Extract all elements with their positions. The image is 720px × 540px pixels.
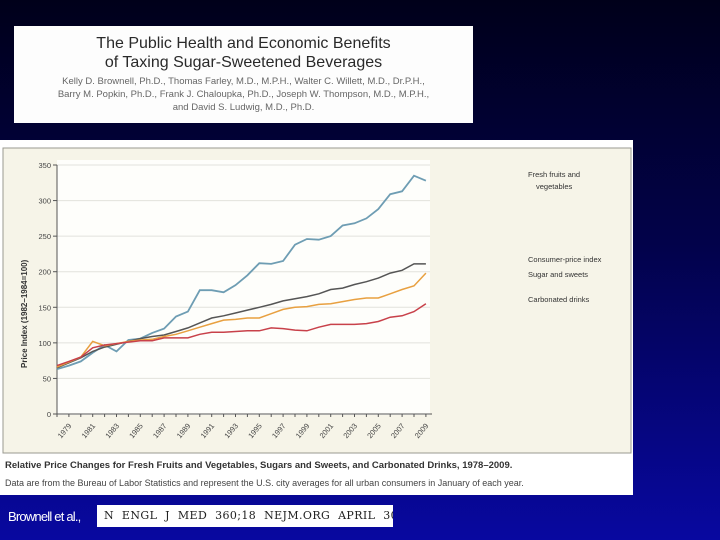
plot-area <box>57 160 430 415</box>
y-tick-label: 300 <box>38 197 51 206</box>
y-tick-label: 150 <box>38 303 51 312</box>
authors-line-1: Kelly D. Brownell, Ph.D., Thomas Farley,… <box>62 76 425 87</box>
y-tick-label: 50 <box>43 374 51 383</box>
figure-caption-title: Relative Price Changes for Fresh Fruits … <box>5 460 513 471</box>
citation-text: Brownell et al., <box>8 509 81 524</box>
figure-caption-note: Data are from the Bureau of Labor Statis… <box>5 478 524 488</box>
article-title: The Public Health and Economic Benefits … <box>14 34 473 72</box>
y-tick-label: 0 <box>47 410 51 419</box>
article-authors: Kelly D. Brownell, Ph.D., Thomas Farley,… <box>14 75 473 114</box>
legend-label: Carbonated drinks <box>528 295 590 304</box>
series-line-fresh-fruits-and-vegetables <box>56 174 427 371</box>
legend-label: Fresh fruits and vegetables <box>528 170 580 191</box>
legend-label: Sugar and sweets <box>528 270 588 279</box>
y-tick-label: 250 <box>38 232 51 241</box>
authors-line-2: Barry M. Popkin, Ph.D., Frank J. Chaloup… <box>57 89 430 100</box>
y-tick-label: 200 <box>38 268 51 277</box>
article-header: The Public Health and Economic Benefits … <box>14 26 473 123</box>
figure-panel: 0 50 100 150 200 250 300 350 1979 1981 1983 1985 198… <box>0 140 633 495</box>
authors-line-3: and David S. Ludwig, M.D., Ph.D. <box>172 102 315 113</box>
y-tick-label: 100 <box>38 339 51 348</box>
y-axis-label: Price Index (1982–1984=100) <box>20 259 29 368</box>
series-line-carbonated-drinks <box>56 303 427 367</box>
title-line-1: The Public Health and Economic Benefits <box>96 35 391 52</box>
legend-label: Consumer-price index <box>528 255 602 264</box>
title-line-2: of Taxing Sugar-Sweetened Beverages <box>104 54 383 71</box>
y-tick-label: 350 <box>38 161 51 170</box>
journal-reference: N ENGL J MED 360;18 NEJM.ORG APRIL 30, 2… <box>97 505 393 527</box>
